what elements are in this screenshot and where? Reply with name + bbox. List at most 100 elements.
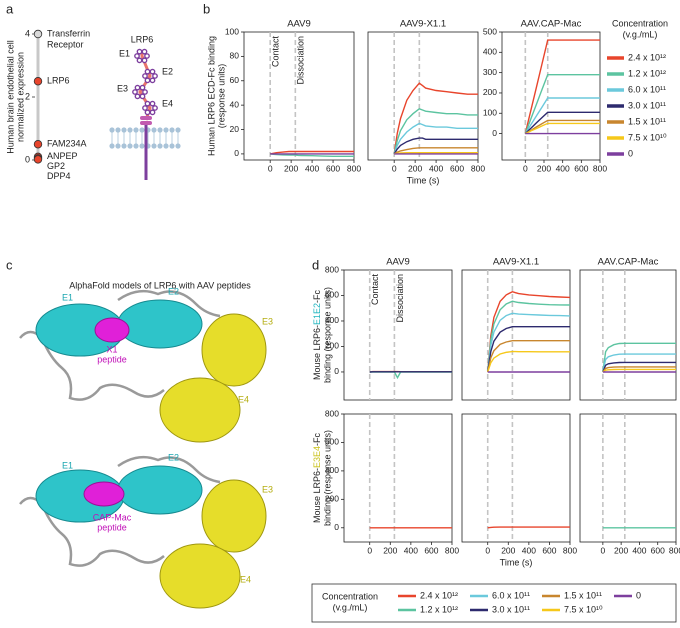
series-line (487, 350, 570, 373)
peptide-label: X1 (106, 344, 117, 354)
x-tick-label: 400 (556, 163, 570, 173)
lipid-head (109, 127, 115, 133)
x-tick-label: 0 (600, 545, 605, 555)
propeller-blade (136, 57, 143, 64)
protein-model (19, 455, 267, 609)
series-line (369, 371, 452, 380)
legend-title: (v.g./mL) (623, 29, 658, 39)
lipid-head (151, 127, 157, 133)
y-tick-label: 40 (230, 99, 240, 109)
series-line (602, 353, 676, 373)
phase-annotation: Dissociation (395, 274, 405, 323)
series-line (393, 82, 478, 155)
propeller-blade (149, 68, 156, 75)
domain-e2 (117, 299, 203, 349)
x-tick-label: 600 (326, 163, 340, 173)
legend-label: 2.4 x 10¹² (628, 52, 666, 62)
x-tick-label: 0 (268, 163, 273, 173)
chart-title: AAV9-X1.1 (400, 19, 446, 30)
domain-e4 (159, 543, 241, 609)
category-label: DPP4 (47, 171, 71, 181)
y-axis-label: normalized expression (15, 52, 25, 142)
lipid-head (169, 127, 175, 133)
y-tick-label: 200 (325, 341, 339, 351)
series-line (393, 137, 478, 155)
x-tick-label: 200 (383, 545, 397, 555)
propeller-blade (149, 77, 156, 84)
lipid-head (163, 143, 169, 149)
y-tick-label: 20 (230, 124, 240, 134)
domain-label: E1 (119, 48, 130, 58)
domain-label: E1 (62, 460, 73, 470)
dot (33, 155, 43, 164)
y-tick-label: 800 (325, 408, 339, 418)
series-line (524, 74, 600, 134)
plot-frame (501, 31, 601, 161)
x-tick-label: 0 (392, 163, 397, 173)
legend-label: 0 (636, 590, 641, 600)
category-label: LRP6 (47, 76, 70, 86)
x-tick-label: 200 (284, 163, 298, 173)
lipid-head (157, 127, 163, 133)
y-axis-label-part: E3E4 (312, 446, 322, 468)
y-tick-label: 0 (25, 154, 30, 164)
lipid-head (121, 143, 127, 149)
legend-title: Concentration (322, 591, 378, 601)
peptide (94, 317, 130, 343)
y-axis-label: binding (response units) (322, 430, 332, 526)
series-line (487, 312, 571, 373)
plot-frame (343, 269, 453, 401)
y-tick-label: 400 (325, 465, 339, 475)
lipid-head (175, 143, 181, 149)
peptide (83, 481, 125, 507)
y-axis-label-part: E1E2 (312, 303, 322, 325)
x-tick-label: 800 (445, 545, 459, 555)
series-line (524, 39, 600, 134)
plot-frame (343, 413, 453, 543)
x-tick-label: 400 (632, 545, 646, 555)
fc-domain (140, 121, 152, 125)
dot (33, 29, 43, 39)
propeller-blade (132, 89, 138, 95)
legend-label: 7.5 x 10¹⁰ (564, 604, 603, 614)
series-line (270, 150, 354, 155)
domain-e3 (201, 479, 267, 553)
x-tick-label: 200 (501, 545, 515, 555)
y-axis-label-part: -Fc (312, 289, 322, 302)
x-axis-label: Time (s) (500, 557, 533, 567)
propeller-blade (141, 57, 148, 64)
y-tick-label: 0 (334, 522, 339, 532)
series-line (487, 340, 570, 373)
lipid-head (169, 143, 175, 149)
lipid-head (175, 127, 181, 133)
chain (138, 50, 152, 121)
series-line (602, 366, 676, 373)
y-tick-label: 800 (325, 264, 339, 274)
y-tick-label: 100 (225, 26, 239, 36)
domain-label: E1 (62, 292, 73, 302)
propeller-blade (142, 73, 148, 79)
x-axis-label: Time (s) (407, 175, 440, 185)
x-tick-label: 800 (347, 163, 361, 173)
chart-title: AAV.CAP-Mac (521, 19, 582, 30)
series-line (394, 152, 478, 155)
y-tick-label: 60 (230, 75, 240, 85)
lipid-head (133, 143, 139, 149)
x-tick-label: 200 (537, 163, 551, 173)
domain-label: E3 (262, 484, 273, 494)
series-line (487, 290, 571, 373)
propeller-blade (142, 89, 148, 95)
dot (33, 140, 43, 149)
series-line (487, 526, 570, 529)
propeller-blade (144, 53, 150, 59)
y-tick-label: 600 (325, 437, 339, 447)
lipid-head (127, 127, 133, 133)
y-tick-label: 200 (483, 87, 497, 97)
phase-annotation: Contact (370, 274, 380, 306)
series-line (393, 147, 478, 155)
y-tick-label: 0 (234, 148, 239, 158)
domain-label: E2 (168, 286, 179, 296)
x-tick-label: 600 (450, 163, 464, 173)
series-line (602, 368, 676, 373)
y-axis-label: Human LRP6 ECD-Fc binding (206, 36, 216, 156)
